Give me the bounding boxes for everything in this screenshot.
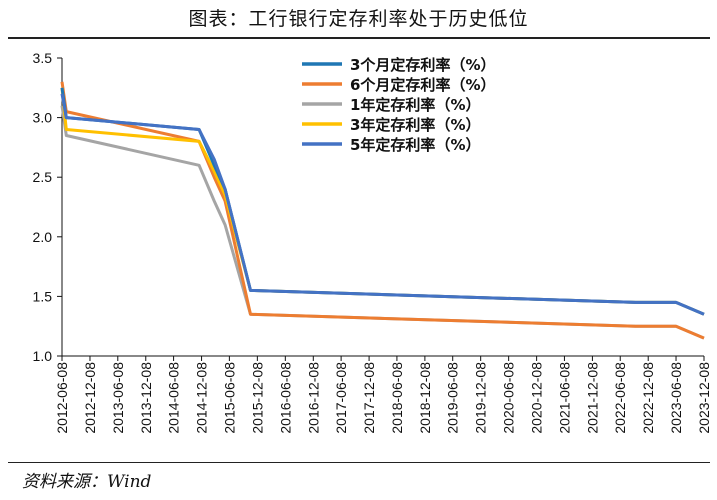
x-tick-label: 2014-06-08 xyxy=(166,362,182,434)
y-tick-label: 1.5 xyxy=(33,288,53,304)
x-tick-label: 2019-06-08 xyxy=(445,362,461,434)
x-tick-label: 2016-06-08 xyxy=(277,362,293,434)
x-tick-label: 2014-12-08 xyxy=(194,362,210,434)
x-tick-label: 2013-12-08 xyxy=(138,362,154,434)
legend-label: 6个月定存利率（%） xyxy=(350,76,495,94)
x-tick-label: 2020-12-08 xyxy=(529,362,545,434)
x-tick-label: 2013-06-08 xyxy=(110,362,126,434)
x-tick-label: 2023-06-08 xyxy=(668,362,684,434)
x-tick-label: 2022-06-08 xyxy=(612,362,628,434)
series-line xyxy=(60,93,705,316)
x-tick-label: 2015-12-08 xyxy=(249,362,265,434)
chart-axes: 1.0 1.5 2.0 2.5 3.0 3.5 2012-06-08 2012-12-08 20… xyxy=(33,50,712,434)
legend-label: 3个月定存利率（%） xyxy=(350,56,495,74)
legend-label: 1年定存利率（%） xyxy=(350,96,480,114)
x-tick-label: 2012-12-08 xyxy=(82,362,98,434)
x-tick-label: 2017-12-08 xyxy=(361,362,377,434)
x-tick-label: 2017-06-08 xyxy=(333,362,349,434)
x-tick-label: 2018-12-08 xyxy=(417,362,433,434)
y-tick-label: 3.5 xyxy=(33,50,53,66)
y-tick-label: 2.5 xyxy=(33,169,53,185)
x-tick-label: 2022-12-08 xyxy=(640,362,656,434)
x-tick-label: 2016-12-08 xyxy=(305,362,321,434)
x-tick-label: 2023-12-08 xyxy=(696,362,712,434)
chart-title: 图表：工行银行定存利率处于历史低位 xyxy=(188,8,529,30)
chart-series xyxy=(60,81,705,340)
y-tick-label: 3.0 xyxy=(33,110,53,126)
x-tick-label: 2018-06-08 xyxy=(389,362,405,434)
legend-label: 3年定存利率（%） xyxy=(350,116,480,134)
x-tick-label: 2019-12-08 xyxy=(473,362,489,434)
x-tick-label: 2020-06-08 xyxy=(501,362,517,434)
source-note: 资料来源：Wind xyxy=(22,472,152,492)
bottom-rule xyxy=(8,462,710,463)
legend-label: 5年定存利率（%） xyxy=(350,136,480,154)
x-tick-label: 2015-06-08 xyxy=(221,362,237,434)
x-tick-label: 2021-12-08 xyxy=(584,362,600,434)
chart-legend: 3个月定存利率（%） 6个月定存利率（%） 1年定存利率（%） 3年定存利率（%） 5年… xyxy=(302,56,495,154)
x-tick-label: 2012-06-08 xyxy=(54,362,70,434)
y-tick-label: 1.0 xyxy=(33,348,53,364)
x-tick-label: 2021-06-08 xyxy=(556,362,572,434)
top-rule xyxy=(8,37,710,39)
y-tick-label: 2.0 xyxy=(33,229,53,245)
